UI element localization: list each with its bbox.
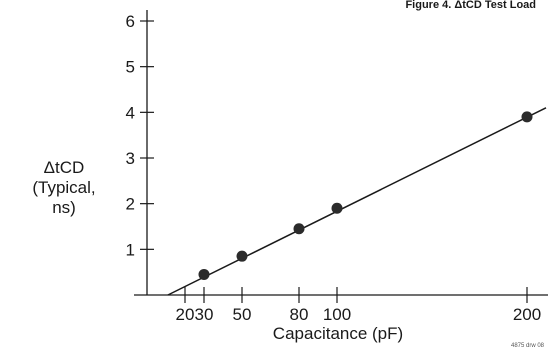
data-points [198,111,533,280]
data-point [293,223,305,235]
y-tick-label: 6 [126,12,135,31]
y-tick-label: 3 [126,149,135,168]
y-tick-label: 1 [126,240,135,259]
trend-line [167,107,547,296]
figure-caption: Figure 4. ΔtCD Test Load [405,0,536,11]
y-tick-label: 5 [126,58,135,77]
y-tick-label: 2 [126,195,135,214]
x-ticks: 20 30 50 80 100 200 [176,287,541,324]
data-point [521,111,533,123]
drawing-footnote: 4875 drw 08 [511,343,545,349]
x-tick-label: 50 [233,305,252,324]
y-axis-title-line: ns) [52,198,76,217]
y-ticks: 1 2 3 4 5 6 [126,12,154,259]
x-tick-label: 20 [176,305,195,324]
y-axis-title: ΔtCD(Typical,ns) [32,158,95,217]
y-axis-title-line: ΔtCD [44,158,85,177]
data-point [331,202,343,214]
x-axis-title: Capacitance (pF) [273,324,403,343]
x-tick-label: 30 [195,305,214,324]
y-axis-title-line: (Typical, [32,178,95,197]
y-tick-label: 4 [126,103,135,122]
x-tick-label: 80 [290,305,309,324]
x-tick-label: 100 [323,305,351,324]
x-tick-label: 200 [513,305,541,324]
data-point [198,268,210,280]
data-point [236,250,248,262]
